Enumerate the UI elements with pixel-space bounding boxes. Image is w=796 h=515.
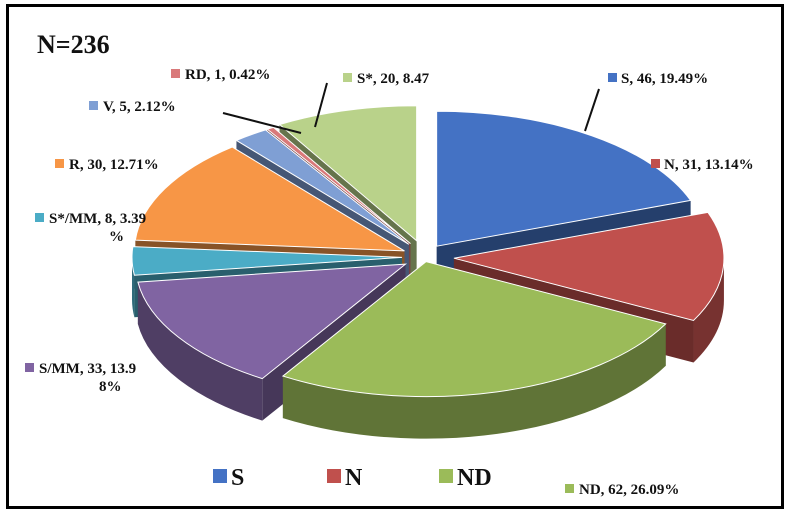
slice-r <box>134 146 405 252</box>
legend-swatch-n <box>327 469 341 483</box>
slice-s <box>436 110 692 247</box>
slice-nd <box>281 261 667 398</box>
data-label-r: R, 30, 12.71% <box>69 157 159 173</box>
data-label-s-mm: S/MM, 33, 13.9 8% <box>39 361 136 395</box>
leader-line-v <box>222 112 302 134</box>
label-marker-r <box>55 159 64 168</box>
legend-swatch-s <box>213 469 227 483</box>
leader-line-s <box>584 88 600 132</box>
label-marker-s-mm <box>35 213 44 222</box>
label-marker-nd <box>565 484 574 493</box>
label-marker-n <box>651 159 660 168</box>
label-marker-rd <box>171 69 180 78</box>
label-marker-s- <box>343 73 352 82</box>
slice-v <box>235 129 410 245</box>
data-label-nd: ND, 62, 26.09% <box>579 482 679 498</box>
label-marker-v <box>89 101 98 110</box>
label-marker-s-mm <box>25 363 34 372</box>
chart-frame: S, 46, 19.49% N, 31, 13.14% ND, 62, 26.09%… <box>6 4 784 509</box>
slice-s-mm <box>131 246 403 276</box>
slice-s-mm <box>137 263 408 380</box>
pie-chart: S, 46, 19.49% N, 31, 13.14% ND, 62, 26.09%… <box>25 30 754 498</box>
slice-side-s-mm <box>132 257 135 318</box>
label-marker-s <box>608 73 617 82</box>
slice-rd <box>266 126 411 245</box>
slice-side-nd <box>282 323 666 439</box>
leader-line-rd <box>314 82 328 128</box>
slice-s- <box>278 105 418 242</box>
data-label-rd: RD, 1, 0.42% <box>185 67 270 83</box>
data-label-n: N, 31, 13.14% <box>664 157 754 173</box>
data-label-s: S, 46, 19.49% <box>621 71 708 87</box>
slice-side-s-mm <box>137 282 263 421</box>
legend-label-n: N <box>345 465 363 491</box>
data-label-s-: S*, 20, 8.47 <box>357 71 430 87</box>
data-label-v: V, 5, 2.12% <box>103 99 176 115</box>
data-label-s-mm: S*/MM, 8, 3.39% <box>49 211 146 245</box>
slice-n <box>453 211 725 321</box>
legend-label-s: S <box>231 465 244 491</box>
legend-label-nd: ND <box>457 465 492 491</box>
sample-size-label: N=236 <box>37 30 110 59</box>
slice-side-n <box>693 258 724 363</box>
legend-swatch-nd <box>439 469 453 483</box>
